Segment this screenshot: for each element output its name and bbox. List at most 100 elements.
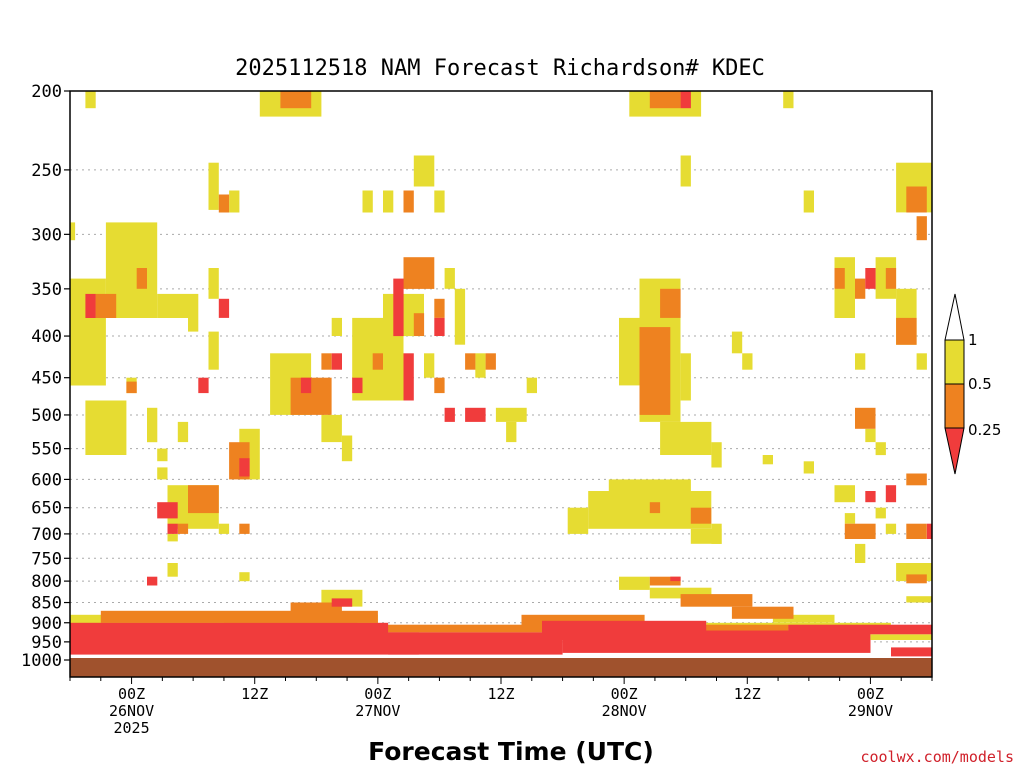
y-tick-label: 200 xyxy=(31,82,62,102)
ri-cell-orange xyxy=(280,91,312,109)
ri-cell-yellow xyxy=(834,485,855,503)
ri-cell-orange xyxy=(136,268,147,289)
ri-cell-orange xyxy=(906,574,927,584)
ri-cell-orange xyxy=(223,616,358,623)
ri-cell-orange xyxy=(485,353,496,370)
ri-cell-yellow xyxy=(680,353,691,401)
ri-cell-orange xyxy=(521,614,645,627)
ri-cell-yellow xyxy=(157,467,168,480)
ri-cell-yellow xyxy=(331,317,342,336)
ri-cell-yellow xyxy=(690,528,722,544)
ri-cell-yellow xyxy=(731,331,743,354)
chart-title: 2025112518 NAM Forecast Richardson# KDEC xyxy=(235,56,765,81)
ri-cell-orange xyxy=(885,268,897,289)
x-tick-label: 00Z xyxy=(118,685,145,703)
ri-cell-red xyxy=(157,502,178,519)
ri-cell-yellow xyxy=(711,442,722,468)
ri-cell-orange xyxy=(403,257,435,289)
colorbar-yellow xyxy=(944,339,965,385)
ri-cell-yellow xyxy=(783,91,794,109)
ri-cell-yellow xyxy=(772,614,835,623)
ri-cell-yellow xyxy=(844,513,856,524)
ri-cell-orange xyxy=(916,216,927,241)
y-tick-label: 700 xyxy=(31,525,62,545)
ri-cell-red xyxy=(434,317,445,336)
ri-cell-yellow xyxy=(803,190,814,213)
x-tick-label: 00Z xyxy=(364,685,391,703)
ri-cell-yellow xyxy=(567,507,589,534)
x-tick-label: 12Z xyxy=(487,685,514,703)
ri-cell-red xyxy=(331,353,342,370)
ri-cell-yellow xyxy=(495,407,527,422)
ri-cell-yellow xyxy=(229,190,240,213)
ri-cell-yellow xyxy=(660,421,712,455)
ri-cell-orange xyxy=(239,523,250,534)
y-axis: 200 250 300 350 400 450 500 550 600 650 700 750 8008… xyxy=(21,82,70,671)
ri-cell-red xyxy=(198,377,209,394)
ri-cell-red xyxy=(680,91,691,109)
ri-cell-yellow xyxy=(85,400,127,455)
y-tick-label: 850 xyxy=(31,594,62,614)
ri-cell-orange xyxy=(95,293,117,318)
ri-cell-orange xyxy=(126,381,137,394)
ri-cell-orange xyxy=(413,313,425,336)
ri-cell-yellow xyxy=(208,268,219,299)
x-tick-label: 12Z xyxy=(734,685,761,703)
colorbar-top-arrow xyxy=(944,293,965,341)
ri-cell-red xyxy=(393,278,404,337)
x-tick-label: 00Z xyxy=(611,685,638,703)
ri-cell-orange xyxy=(855,278,866,299)
ri-cell-yellow xyxy=(475,353,486,378)
ri-cell-orange xyxy=(680,594,753,607)
ri-cell-yellow xyxy=(608,479,691,503)
ri-cell-red xyxy=(85,293,96,318)
ri-cell-yellow xyxy=(870,634,932,640)
grid-lines xyxy=(70,90,932,661)
ri-cell-yellow xyxy=(444,268,455,289)
ri-cell-orange xyxy=(690,507,712,524)
ri-cell-yellow xyxy=(619,317,640,386)
ri-cell-yellow xyxy=(855,353,866,370)
ri-cell-orange xyxy=(649,576,681,586)
colorbar: 1 0.5 0.25 xyxy=(944,293,1001,475)
ri-cell-orange xyxy=(660,288,681,318)
ri-cell-yellow xyxy=(875,507,886,519)
ri-cell-yellow xyxy=(680,155,691,187)
ri-cell-red xyxy=(885,485,897,503)
ri-cell-orange xyxy=(377,624,563,633)
ri-cell-yellow xyxy=(803,461,814,474)
ri-cell-red xyxy=(352,377,363,394)
ri-cell-orange xyxy=(844,523,876,539)
ri-cell-yellow xyxy=(413,155,425,187)
data-cells xyxy=(70,91,932,657)
colorbar-label-05: 0.5 xyxy=(968,375,992,393)
ri-cell-red xyxy=(685,630,871,648)
ri-cell-yellow xyxy=(619,576,650,590)
ri-cell-orange xyxy=(465,353,476,370)
ri-cell-yellow xyxy=(85,91,96,109)
ri-cell-red xyxy=(239,458,250,477)
credit-link[interactable]: coolwx.com/models xyxy=(860,748,1014,766)
y-tick-label: 900 xyxy=(31,614,62,634)
y-tick-label: 400 xyxy=(31,327,62,347)
ri-cell-yellow xyxy=(157,448,168,462)
y-tick-label: 750 xyxy=(31,549,62,569)
ri-cell-yellow xyxy=(167,563,178,577)
ri-cell-orange xyxy=(906,523,927,539)
ri-cell-yellow xyxy=(208,162,219,210)
ri-cell-orange xyxy=(906,473,927,486)
ri-cell-orange xyxy=(188,485,219,514)
ri-cell-yellow xyxy=(906,596,932,603)
ri-cell-red xyxy=(865,268,876,289)
x-axis-title: Forecast Time (UTC) xyxy=(368,737,654,766)
ri-cell-red xyxy=(465,407,486,422)
ri-cell-orange xyxy=(834,268,845,289)
ri-cell-orange xyxy=(218,194,230,213)
ri-cell-red xyxy=(670,576,681,582)
x-tick-label: 29NOV xyxy=(848,702,893,720)
y-tick-label: 1000 xyxy=(21,651,62,671)
ri-cell-red xyxy=(444,407,455,422)
y-tick-label: 950 xyxy=(31,633,62,653)
